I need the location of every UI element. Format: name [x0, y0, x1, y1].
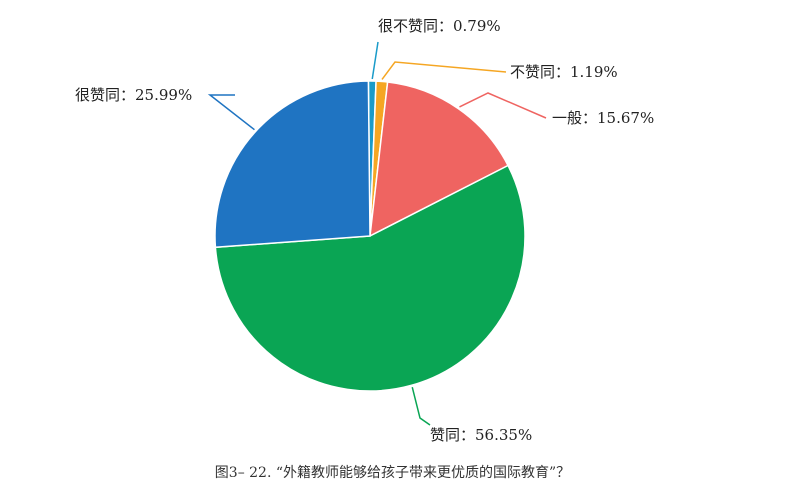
- slice-label-3: 一般：15.67%: [552, 109, 654, 127]
- leader-line-1: [371, 41, 379, 80]
- leader-line-4: [411, 387, 431, 426]
- pie-slice-5: [214, 80, 371, 249]
- leader-line-3: [459, 92, 547, 119]
- slice-label-5: 很赞同：25.99%: [75, 86, 192, 104]
- pie-slice-4: [214, 164, 526, 392]
- pie-slices: [214, 80, 526, 392]
- figure-caption: 图3– 22. “外籍教师能够给孩子带来更优质的国际教育”？: [214, 465, 571, 481]
- leader-line-5: [207, 94, 255, 131]
- slice-label-2: 不赞同：1.19%: [510, 63, 618, 81]
- pie-slice-3: [369, 81, 510, 238]
- leader-lines: [207, 41, 547, 426]
- slice-labels: 很不赞同：0.79% 不赞同：1.19% 一般：15.67% 赞同：56.35% 很赞同…: [75, 17, 654, 444]
- leader-line-2: [381, 61, 507, 80]
- slice-label-4: 赞同：56.35%: [430, 426, 532, 444]
- slice-label-1: 很不赞同：0.79%: [378, 17, 501, 35]
